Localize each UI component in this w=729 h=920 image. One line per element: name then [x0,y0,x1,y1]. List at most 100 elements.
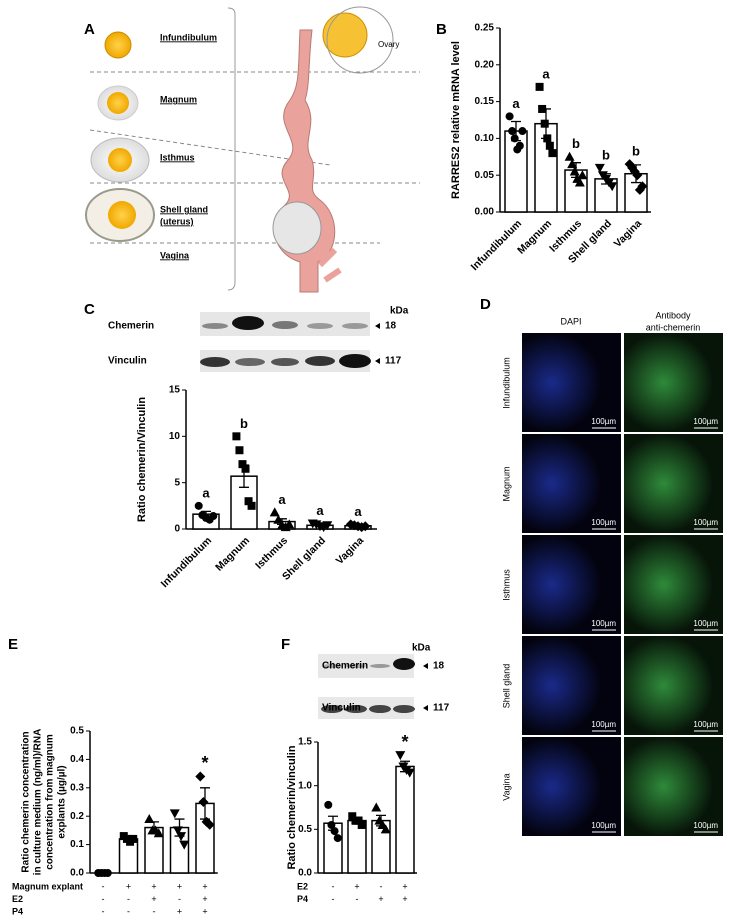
micrograph [624,434,723,533]
y-tick-label: 1.0 [298,780,312,791]
y-tick-label: 0.3 [70,782,84,793]
significance-letter: b [632,144,640,159]
condition-label: E2 [12,894,23,904]
condition-sign: - [102,894,105,904]
segment-label: Infundibulum [160,32,217,42]
point [360,521,371,532]
column-label: DAPI [560,316,581,326]
band [393,658,415,670]
point [567,159,578,169]
point [518,127,527,136]
point [395,751,406,761]
micrographs [522,333,723,836]
row-label: Infundibulum [501,357,511,409]
significance-letter: a [512,96,520,111]
significance-letter: a [316,503,324,518]
segment-label: Isthmus [160,152,195,162]
point [273,514,284,524]
y-tick-label: 10 [169,431,181,442]
y-tick-label: 1.5 [298,737,312,748]
point [569,166,580,176]
ovary-outline [326,6,394,74]
band [370,664,390,668]
egg-in-uterus [272,201,322,255]
band [346,664,366,668]
point [195,771,206,782]
point [244,497,253,506]
y-axis-label: Ratio chemerin/Vinculin [136,397,148,522]
point [538,104,547,113]
condition-sign: - [127,894,130,904]
point [322,521,333,531]
divider [89,129,331,166]
band [321,705,343,713]
panel-label: A [84,21,95,38]
point [594,163,605,173]
arrowhead [375,358,380,364]
column-label: anti-chemerin [646,322,701,332]
y-axis-label: RARRES2 relative mRNA level [450,41,462,199]
point [269,507,280,517]
y-axis-label: concentration from magnum [45,734,56,870]
point [508,127,517,136]
condition-sign: + [202,906,207,916]
point [545,141,554,150]
point [327,820,336,829]
blot-row-label: Vinculin [108,356,147,367]
point [198,797,209,807]
micrograph [624,737,723,836]
egg [107,92,129,114]
y-tick-label: 0.0 [298,868,312,879]
micrograph [522,434,621,533]
point [204,819,215,830]
point [247,501,256,510]
y-tick-label: 0.05 [475,170,495,181]
point [632,170,643,181]
point [103,869,112,877]
condition-sign: + [378,894,383,904]
point [548,149,557,158]
blot-row-label: Chemerin [108,321,154,332]
kda-size: 117 [385,356,402,367]
point [179,840,190,850]
point [371,802,382,812]
bar [504,130,528,213]
egg [104,31,132,59]
band [345,705,367,713]
ovary-label: Ovary [378,40,399,49]
segment-label: (uterus) [160,216,194,226]
micrograph [522,535,621,634]
scale-label: 100µm [693,619,718,628]
scale-label: 100µm [693,417,718,426]
kda-size: 18 [385,321,397,332]
x-tick-label: Infundibulum [159,535,214,590]
x-tick-label: Infundibulum [469,218,524,273]
y-tick-label: 0.15 [475,96,495,107]
condition-label: E2 [297,881,308,891]
y-tick-label: 0.0 [70,868,84,879]
point [235,446,244,455]
blot-row-label: Vinculin [322,703,361,714]
panel-label: E [8,636,18,653]
condition-label: Magnum explant [12,881,83,891]
segment-label: Vagina [160,250,190,260]
point [607,182,618,192]
point [176,832,187,842]
point [574,177,585,187]
point [505,112,514,121]
condition-sign: - [356,894,359,904]
x-tick-label: Isthmus [253,534,290,571]
arrowhead [423,705,428,711]
significance-letter: a [354,504,362,519]
kda-label: kDa [390,306,409,317]
scale-label: 100µm [591,518,616,527]
significance-letter: a [542,66,550,81]
band [342,323,368,329]
significance-letter: a [278,492,286,507]
segment-label: Magnum [160,94,197,104]
point [194,501,203,510]
kda-label: kDa [412,643,431,654]
micrograph [522,737,621,836]
